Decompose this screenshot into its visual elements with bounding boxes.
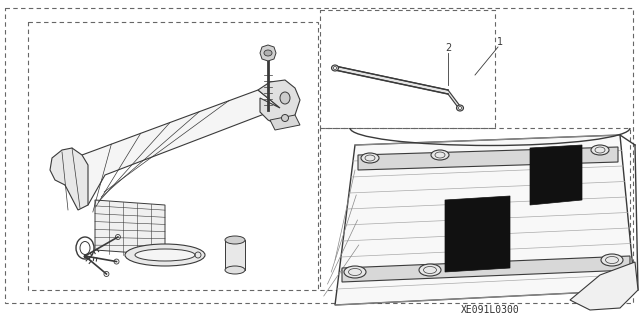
Ellipse shape xyxy=(361,153,379,163)
Ellipse shape xyxy=(419,264,441,276)
Ellipse shape xyxy=(333,66,337,70)
Polygon shape xyxy=(65,90,280,205)
Ellipse shape xyxy=(431,150,449,160)
Ellipse shape xyxy=(264,50,272,56)
Ellipse shape xyxy=(591,145,609,155)
Polygon shape xyxy=(342,256,630,282)
Text: 2: 2 xyxy=(445,43,451,53)
Bar xyxy=(320,128,630,290)
Text: XE091L0300: XE091L0300 xyxy=(461,305,520,315)
Ellipse shape xyxy=(458,107,461,109)
Polygon shape xyxy=(530,145,582,205)
Polygon shape xyxy=(258,80,300,125)
Ellipse shape xyxy=(225,236,245,244)
Polygon shape xyxy=(50,148,88,210)
Polygon shape xyxy=(335,135,635,305)
Bar xyxy=(320,10,495,128)
Polygon shape xyxy=(260,45,276,61)
Ellipse shape xyxy=(135,249,195,261)
Ellipse shape xyxy=(125,244,205,266)
Ellipse shape xyxy=(225,266,245,274)
Bar xyxy=(28,22,318,290)
Ellipse shape xyxy=(601,254,623,266)
Ellipse shape xyxy=(456,105,463,111)
Ellipse shape xyxy=(280,92,290,104)
Ellipse shape xyxy=(332,65,339,71)
Polygon shape xyxy=(358,147,618,170)
Polygon shape xyxy=(225,240,245,270)
Ellipse shape xyxy=(282,115,289,122)
Polygon shape xyxy=(570,262,638,310)
Polygon shape xyxy=(95,200,165,255)
Polygon shape xyxy=(270,115,300,130)
Ellipse shape xyxy=(344,266,366,278)
Text: 1: 1 xyxy=(497,37,503,47)
Polygon shape xyxy=(445,196,510,272)
